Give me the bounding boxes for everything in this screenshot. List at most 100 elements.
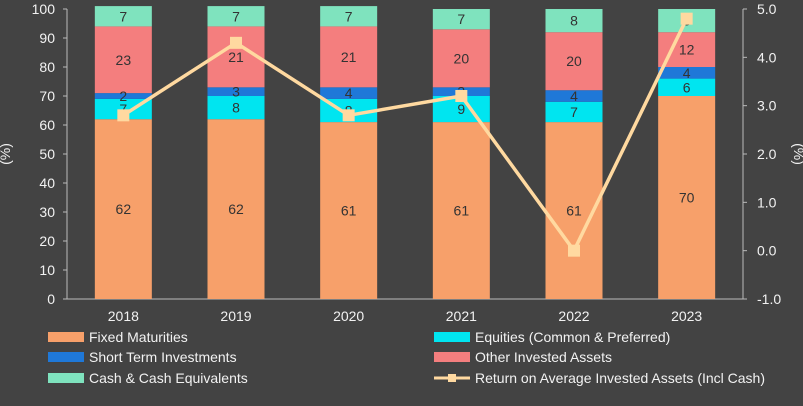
x-tick-label: 2023	[671, 308, 702, 324]
bar-data-label: 23	[116, 52, 132, 68]
y-tick-label: 30	[39, 204, 55, 220]
y2-tick-label: 3.0	[757, 98, 777, 114]
bar-data-label: 9	[457, 101, 465, 117]
y2-axis-title: (%)	[791, 143, 803, 165]
bar-data-label: 61	[566, 203, 582, 219]
bar-data-label: 7	[570, 104, 578, 120]
bar-data-label: 8	[232, 100, 240, 116]
bar-segment	[94, 6, 152, 27]
legend-swatch	[48, 332, 84, 342]
y-tick-label: 10	[39, 262, 55, 278]
bar-segment	[207, 87, 265, 96]
data-labels: 6272237628321761842176193207617420870641…	[116, 8, 695, 218]
y2-tick-label: 0.0	[757, 243, 777, 259]
bar-data-label: 61	[341, 203, 357, 219]
bar-segment	[658, 78, 716, 96]
return-line-point	[568, 244, 580, 257]
y2-tick-label: 1.0	[757, 194, 777, 210]
bar-segment	[94, 26, 152, 94]
y-tick-label: 70	[39, 88, 55, 104]
legend-swatch	[48, 373, 84, 383]
y-tick-label: 40	[39, 175, 55, 191]
bar-data-label: 7	[345, 8, 353, 24]
return-line	[117, 12, 693, 257]
bar-data-label: 6	[683, 79, 691, 95]
bar-data-label: 7	[119, 8, 127, 24]
bar-data-label: 7	[232, 8, 240, 24]
return-line-point	[680, 12, 693, 25]
bar-data-label: 61	[454, 203, 470, 219]
legend-swatch	[434, 332, 470, 342]
legend-line-marker	[448, 374, 456, 382]
x-tick-label: 2021	[446, 308, 477, 324]
y-tick-label: 0	[47, 291, 55, 307]
bar-data-label: 3	[232, 84, 240, 100]
bar-segment	[545, 101, 603, 123]
bar-data-label: 70	[679, 190, 695, 206]
return-line-path	[122, 17, 689, 253]
bar-data-label: 2	[119, 88, 127, 104]
bar-data-label: 12	[679, 42, 695, 58]
legend-swatch	[434, 352, 470, 362]
bar-segment	[320, 122, 378, 299]
bar-segment	[94, 98, 152, 120]
y-tick-label: 90	[39, 30, 55, 46]
bar-data-label: 20	[566, 53, 582, 69]
legend-label: Fixed Maturities	[89, 329, 188, 345]
bar-segment	[432, 9, 490, 30]
x-tick-label: 2022	[558, 308, 589, 324]
y-tick-label: 60	[39, 117, 55, 133]
bar-segment	[432, 122, 490, 299]
y2-tick-label: 4.0	[757, 49, 777, 65]
bar-data-label: 4	[345, 85, 353, 101]
axes: 0 10 20 30 40 50 60 70 80 90 100 -1.0 0.0 1.0 2.0 3.0 4.…	[0, 1, 803, 324]
legend-label: Cash & Cash Equivalents	[89, 370, 248, 386]
bar-segment	[432, 29, 490, 88]
y-tick-label: 50	[39, 146, 55, 162]
bar-segment	[207, 96, 265, 120]
bar-segment	[320, 26, 378, 88]
bar-segment	[545, 9, 603, 33]
legend-label: Equities (Common & Preferred)	[475, 329, 670, 345]
bar-data-label: 21	[341, 49, 357, 65]
x-tick-label: 2020	[333, 308, 364, 324]
legend-label: Return on Average Invested Assets (Incl …	[475, 370, 765, 386]
legend-swatch	[48, 352, 84, 362]
bar-data-label: 62	[228, 201, 244, 217]
x-tick-label: 2018	[108, 308, 139, 324]
bar-segment	[320, 87, 378, 99]
y2-tick-label: 5.0	[757, 1, 777, 17]
bar-segment	[207, 6, 265, 27]
y-tick-label: 100	[32, 1, 56, 17]
return-line-point	[455, 90, 468, 102]
y-tick-label: 80	[39, 59, 55, 75]
y2-tick-label: 2.0	[757, 146, 777, 162]
bars	[94, 6, 716, 299]
bar-data-label: 7	[119, 101, 127, 117]
bar-data-label: 8	[570, 13, 578, 29]
bar-segment	[94, 93, 152, 99]
legend-label: Other Invested Assets	[475, 349, 612, 365]
bar-data-label: 4	[683, 65, 691, 81]
legend: Fixed Maturities Equities (Common & Prefe…	[48, 329, 765, 386]
bar-segment	[207, 119, 265, 299]
bar-data-label: 7	[457, 11, 465, 27]
legend-label: Short Term Investments	[89, 349, 237, 365]
bar-data-label: 62	[116, 201, 132, 217]
x-tick-label: 2019	[220, 308, 251, 324]
return-line-point	[342, 109, 355, 122]
bar-segment	[545, 90, 603, 102]
return-line-point	[230, 36, 242, 49]
y-axis-title: (%)	[0, 143, 13, 165]
y2-tick-label: -1.0	[757, 291, 781, 307]
bar-segment	[320, 6, 378, 27]
bar-data-label: 21	[228, 49, 244, 65]
bar-segment	[94, 119, 152, 299]
bar-segment	[545, 32, 603, 91]
y-tick-label: 20	[39, 233, 55, 249]
bar-segment	[658, 67, 716, 79]
return-line-point	[117, 109, 130, 122]
bar-data-label: 20	[454, 50, 470, 66]
bar-data-label: 4	[570, 88, 578, 104]
